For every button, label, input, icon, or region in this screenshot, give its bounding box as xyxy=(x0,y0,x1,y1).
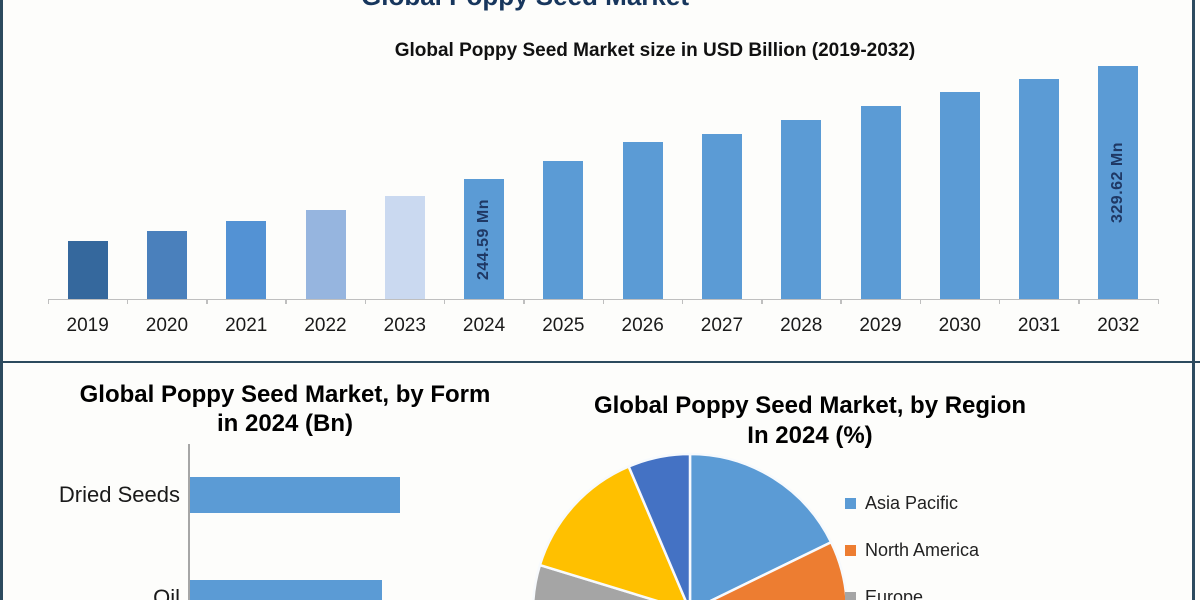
x-axis-tick xyxy=(364,299,367,304)
x-axis-label-2027: 2027 xyxy=(700,315,744,336)
bar-2029 xyxy=(860,105,901,299)
x-axis-label-2029: 2029 xyxy=(859,315,902,336)
x-axis-label-2025: 2025 xyxy=(542,315,585,336)
bar-2021 xyxy=(226,220,267,299)
section-divider xyxy=(0,361,1200,363)
pie-slice-unlabeled xyxy=(627,452,692,600)
region-pie xyxy=(532,452,848,600)
form-chart-title: Global Poppy Seed Market, by Form in 202… xyxy=(20,380,550,438)
legend-label: Asia Pacific xyxy=(865,492,959,513)
bar-2023 xyxy=(384,196,425,299)
bar-2024: 244.59 Mn xyxy=(464,179,505,299)
x-axis-label-2024: 2024 xyxy=(462,315,506,336)
x-axis-tick xyxy=(126,299,129,304)
x-axis-tick xyxy=(919,299,922,304)
x-axis-tick xyxy=(443,299,446,304)
x-axis-label-2032: 2032 xyxy=(1097,315,1140,336)
legend-item-asia-pacific: Asia Pacific xyxy=(845,492,958,514)
bar-2022 xyxy=(305,210,346,299)
legend-swatch-icon xyxy=(845,497,856,509)
bar-2030 xyxy=(939,91,980,299)
legend-label: North America xyxy=(865,539,980,560)
x-axis-label-2023: 2023 xyxy=(383,315,426,336)
region-chart-title-line1: Global Poppy Seed Market, by Region xyxy=(593,392,1027,419)
frame-border-left xyxy=(0,0,3,600)
x-axis-tick xyxy=(840,299,842,304)
region-chart-title-line2: In 2024 (%) xyxy=(747,422,873,449)
legend-swatch-icon xyxy=(845,544,856,556)
bar-2031 xyxy=(1019,78,1060,299)
x-axis-tick xyxy=(998,299,1001,304)
bar-data-label-2024: 244.59 Mn xyxy=(475,198,493,280)
x-axis-label-2021: 2021 xyxy=(225,315,268,336)
form-chart-title-line1: Global Poppy Seed Market, by Form xyxy=(79,381,491,408)
legend-item-north-america: North America xyxy=(845,539,979,561)
pie-slice-asia-pacific xyxy=(688,452,833,600)
x-axis-tick xyxy=(602,299,604,304)
x-axis-label-2022: 2022 xyxy=(304,315,347,336)
x-axis-label-2020: 2020 xyxy=(145,315,189,336)
form-bar-oil xyxy=(190,580,382,600)
x-axis-label-2030: 2030 xyxy=(938,315,981,336)
legend-label: Europe xyxy=(865,586,924,600)
pie-slice-north-america xyxy=(709,540,848,600)
bar-2027 xyxy=(701,133,742,299)
region-chart-title: Global Poppy Seed Market, by Region In 2… xyxy=(560,391,1060,451)
market-size-plot: 244.59 Mn 329.62 Mn xyxy=(47,65,1159,304)
x-axis-tick xyxy=(47,299,49,304)
bar-2020 xyxy=(146,230,187,299)
x-axis-tick xyxy=(1078,299,1080,304)
bar-data-label-2032: 329.62 Mn xyxy=(1109,141,1127,223)
bar-2026 xyxy=(622,142,663,299)
legend-item-europe: Europe xyxy=(845,586,923,600)
x-axis-label-2026: 2026 xyxy=(621,315,664,336)
form-chart-title-line2: in 2024 (Bn) xyxy=(216,410,354,437)
x-axis-label-2019: 2019 xyxy=(66,315,109,336)
x-axis-tick xyxy=(761,299,763,304)
pie-slice-unlabeled xyxy=(538,465,687,600)
bar-2025 xyxy=(543,161,584,299)
frame-border-right xyxy=(1192,0,1195,600)
form-category-label-oil: Oil xyxy=(153,585,180,600)
form-bar-dried-seeds xyxy=(190,477,400,513)
x-axis-tick xyxy=(206,299,208,304)
form-category-label-dried-seeds: Dried Seeds xyxy=(58,482,180,507)
form-chart-y-axis-line xyxy=(188,444,190,600)
bar-2019 xyxy=(67,240,108,299)
x-axis-tick xyxy=(681,299,684,304)
page-title: Global Poppy Seed Market xyxy=(0,0,1050,12)
market-size-x-axis-labels: 2019 2020 2021 2022 2023 2024 2025 2026 2027 2028… xyxy=(48,315,1158,339)
x-axis-tick xyxy=(1157,299,1159,304)
x-axis-label-2031: 2031 xyxy=(1017,315,1061,336)
x-axis-tick xyxy=(285,299,287,304)
bar-2028 xyxy=(781,119,822,299)
market-size-chart-title: Global Poppy Seed Market size in USD Bil… xyxy=(394,40,916,61)
legend-swatch-icon xyxy=(845,591,856,600)
bar-2032: 329.62 Mn xyxy=(1098,65,1139,299)
x-axis-label-2028: 2028 xyxy=(780,315,823,336)
x-axis-tick xyxy=(523,299,525,304)
